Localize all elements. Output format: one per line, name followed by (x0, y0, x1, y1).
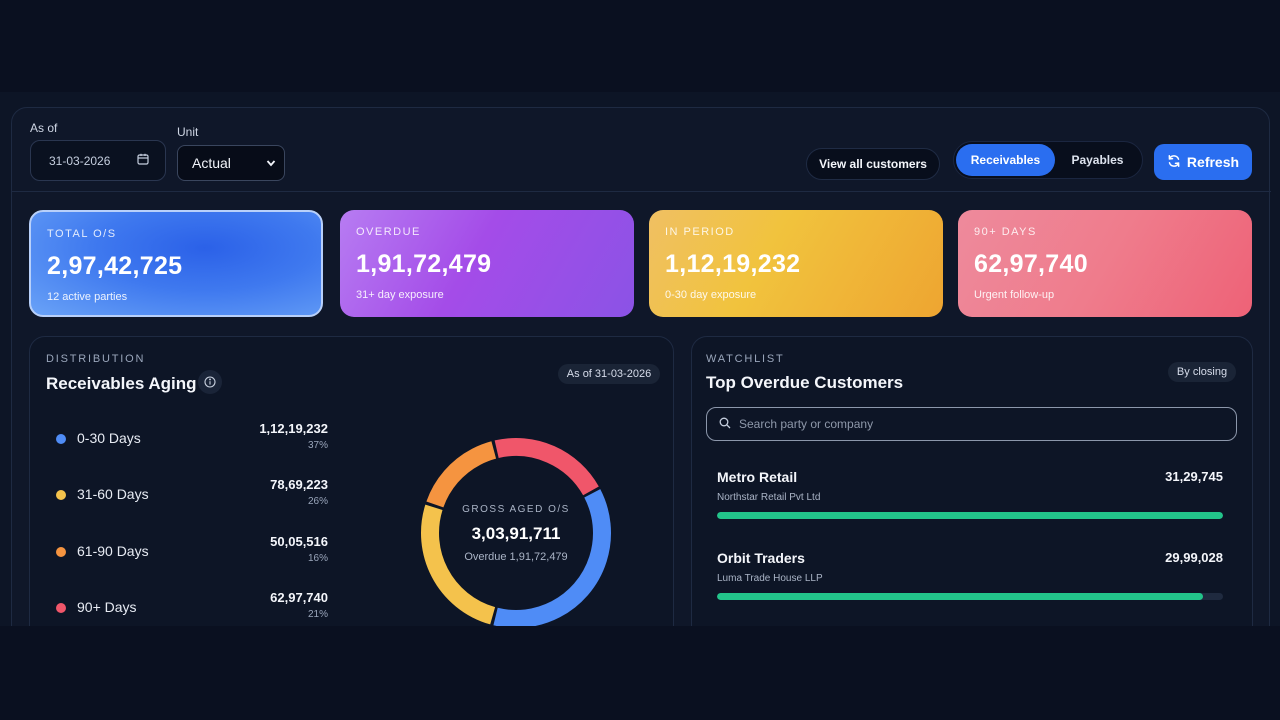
ledger-toggle: Receivables Payables (953, 141, 1143, 179)
customer-row[interactable]: Metro Retail Northstar Retail Pvt Ltd 31… (717, 469, 1223, 529)
legend-row-90-plus[interactable]: 90+ Days 62,97,740 21% (54, 590, 328, 626)
refresh-icon (1167, 154, 1181, 171)
donut-center: GROSS AGED O/S 3,03,91,711 Overdue 1,91,… (408, 425, 624, 626)
kpi-subtext: 0-30 day exposure (665, 289, 757, 301)
unit-label: Unit (177, 125, 199, 139)
dashboard-frame: As of 31-03-2026 Unit Actual View all cu… (0, 92, 1280, 626)
kpi-subtext: 12 active parties (47, 291, 128, 303)
dashboard-panel: As of 31-03-2026 Unit Actual View all cu… (11, 107, 1271, 626)
watchlist-card: WATCHLIST Top Overdue Customers By closi… (691, 336, 1253, 626)
donut-segment-31-60-days[interactable] (408, 425, 624, 626)
kpi-card-in-period[interactable]: IN PERIOD 1,12,19,232 0-30 day exposure (649, 210, 943, 317)
as-of-label: As of (30, 121, 58, 135)
legend-dot (56, 434, 66, 444)
customer-progress-track (717, 512, 1223, 519)
aging-donut-chart (408, 425, 624, 626)
donut-center-label: GROSS AGED O/S (462, 503, 570, 515)
unit-select-value: Actual (192, 155, 231, 171)
legend-percent: 37% (307, 440, 328, 451)
sort-by-closing-pill[interactable]: By closing (1168, 362, 1236, 382)
customer-row[interactable]: Orbit Traders Luma Trade House LLP 29,99… (717, 550, 1223, 610)
aging-title: Receivables Aging (46, 374, 197, 393)
watchlist-eyebrow: WATCHLIST (706, 353, 785, 365)
aging-as-of-pill: As of 31-03-2026 (558, 364, 660, 384)
kpi-value: 1,12,19,232 (665, 250, 801, 278)
customer-name: Metro Retail (717, 469, 798, 485)
tab-receivables[interactable]: Receivables (956, 144, 1055, 176)
legend-amount: 62,97,740 (270, 590, 328, 605)
kpi-subtext: 31+ day exposure (356, 289, 444, 301)
customer-company: Northstar Retail Pvt Ltd (717, 492, 821, 503)
view-all-customers-button[interactable]: View all customers (806, 148, 940, 180)
legend-percent: 21% (307, 609, 328, 620)
unit-select[interactable]: Actual (177, 145, 285, 181)
kpi-label: TOTAL O/S (47, 228, 117, 240)
kpi-value: 2,97,42,725 (47, 252, 183, 280)
search-icon (719, 417, 731, 432)
as-of-date-value: 31-03-2026 (49, 153, 111, 168)
legend-label: 0-30 Days (77, 430, 141, 446)
donut-segment-61-90-days[interactable] (408, 425, 624, 626)
customer-progress-track (717, 593, 1223, 600)
aging-eyebrow: DISTRIBUTION (46, 353, 146, 365)
legend-row-61-90[interactable]: 61-90 Days 50,05,516 16% (54, 534, 328, 575)
legend-label: 61-90 Days (77, 543, 149, 559)
tab-payables[interactable]: Payables (1071, 153, 1124, 167)
kpi-card-overdue[interactable]: OVERDUE 1,91,72,479 31+ day exposure (340, 210, 634, 317)
legend-label: 31-60 Days (77, 486, 149, 502)
legend-amount: 50,05,516 (270, 534, 328, 549)
search-placeholder: Search party or company (739, 417, 874, 431)
kpi-value: 62,97,740 (974, 250, 1088, 278)
legend-row-31-60[interactable]: 31-60 Days 78,69,223 26% (54, 477, 328, 518)
legend-dot (56, 547, 66, 557)
toolbar-divider (12, 191, 1271, 192)
legend-label: 90+ Days (77, 599, 137, 615)
chevron-down-icon (266, 155, 276, 171)
donut-center-subtext: Overdue 1,91,72,479 (464, 550, 568, 563)
receivables-aging-card: DISTRIBUTION Receivables Aging As of 31-… (29, 336, 674, 626)
customer-progress-fill (717, 593, 1203, 600)
kpi-value: 1,91,72,479 (356, 250, 492, 278)
legend-amount: 1,12,19,232 (259, 421, 328, 436)
as-of-date-input[interactable]: 31-03-2026 (30, 140, 166, 181)
customer-amount: 31,29,745 (1165, 469, 1223, 484)
customer-company: Luma Trade House LLP (717, 573, 823, 584)
customer-amount: 29,99,028 (1165, 550, 1223, 565)
kpi-label: 90+ DAYS (974, 226, 1037, 238)
refresh-button[interactable]: Refresh (1154, 144, 1252, 180)
kpi-subtext: Urgent follow-up (974, 289, 1055, 301)
legend-dot (56, 490, 66, 500)
legend-percent: 26% (307, 496, 328, 507)
donut-center-value: 3,03,91,711 (471, 523, 561, 543)
legend-dot (56, 603, 66, 613)
legend-amount: 78,69,223 (270, 477, 328, 492)
search-input[interactable]: Search party or company (706, 407, 1237, 441)
customer-progress-fill (717, 512, 1223, 519)
donut-segment-0-30-days[interactable] (408, 425, 624, 626)
legend-row-0-30[interactable]: 0-30 Days 1,12,19,232 37% (54, 421, 328, 462)
kpi-label: OVERDUE (356, 226, 421, 238)
watchlist-title: Top Overdue Customers (706, 373, 904, 392)
legend-percent: 16% (307, 553, 328, 564)
kpi-label: IN PERIOD (665, 226, 735, 238)
kpi-card-total-os[interactable]: TOTAL O/S 2,97,42,725 12 active parties (29, 210, 323, 317)
customer-name: Orbit Traders (717, 550, 805, 566)
calendar-icon[interactable] (137, 153, 149, 168)
info-icon[interactable] (198, 370, 222, 394)
refresh-label: Refresh (1186, 154, 1240, 170)
kpi-card-90-plus-days[interactable]: 90+ DAYS 62,97,740 Urgent follow-up (958, 210, 1252, 317)
